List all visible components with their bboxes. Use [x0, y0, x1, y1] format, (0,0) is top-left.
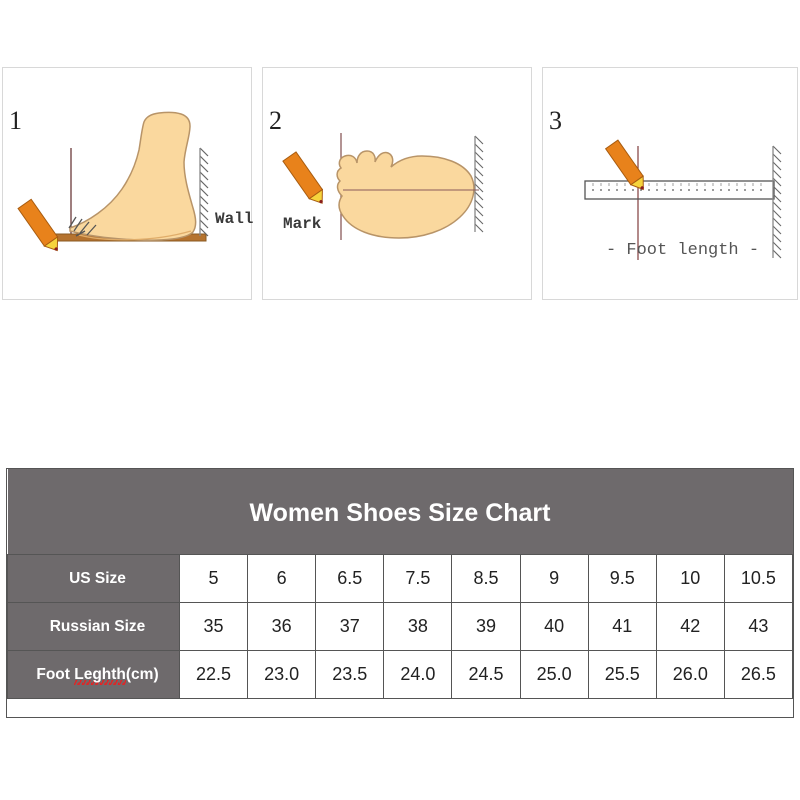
svg-text:Wall: Wall: [215, 210, 253, 228]
svg-text:Mark: Mark: [283, 215, 322, 233]
svg-text:- Foot length -: - Foot length -: [606, 241, 759, 260]
